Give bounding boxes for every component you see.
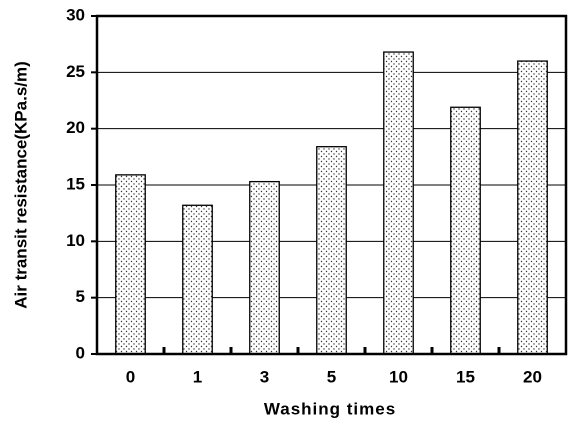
x-tick-label: 5 <box>327 367 336 386</box>
x-tick-label: 15 <box>456 367 475 386</box>
y-tick-label: 20 <box>66 118 85 137</box>
x-tick-label: 1 <box>193 367 202 386</box>
bar <box>450 106 481 355</box>
bar <box>182 204 213 355</box>
y-axis-title: Air transit resistance(KPa.s/m) <box>11 61 30 309</box>
y-tick-label: 30 <box>66 5 85 24</box>
bar <box>517 60 548 355</box>
x-tick-label: 3 <box>260 367 269 386</box>
bar <box>249 180 280 355</box>
y-tick-label: 15 <box>66 174 85 193</box>
plot-frame <box>95 14 568 356</box>
x-axis-title: Washing times <box>264 399 396 418</box>
bar <box>383 51 414 355</box>
x-tick-label: 20 <box>523 367 542 386</box>
y-tick-label: 25 <box>66 62 85 81</box>
x-tick-label: 10 <box>389 367 408 386</box>
y-tick-label: 5 <box>76 287 85 306</box>
x-tick-label: 0 <box>126 367 135 386</box>
y-tick-label: 10 <box>66 231 85 250</box>
bar <box>316 146 347 355</box>
y-tick-label: 0 <box>76 343 85 362</box>
bar <box>115 174 146 355</box>
